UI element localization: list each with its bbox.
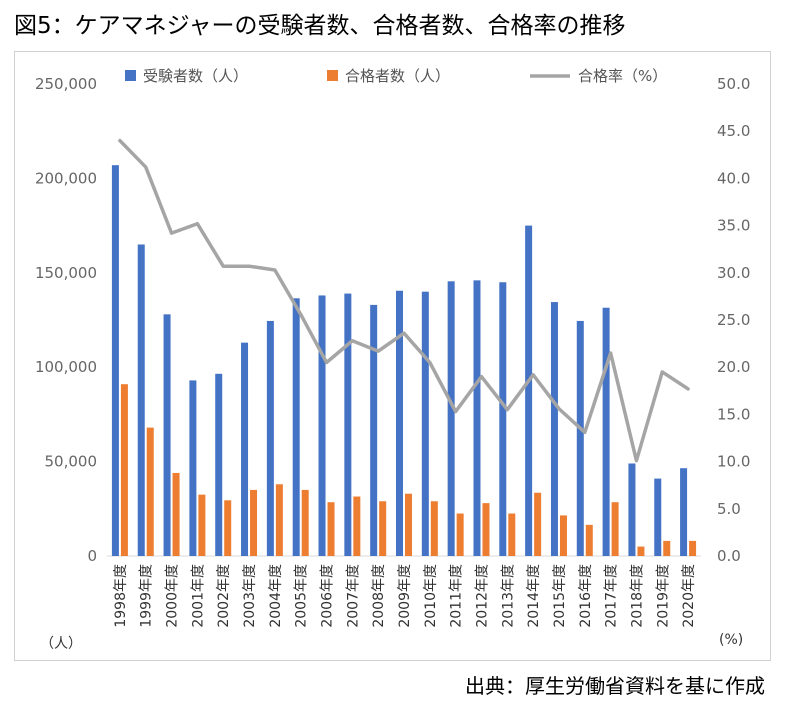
legend-label: 合格者数（人）: [345, 67, 450, 85]
x-tick-label: 2000年度: [165, 564, 181, 628]
y-left-tick-label: 150,000: [35, 264, 97, 282]
bar-passers: [327, 502, 335, 556]
y-left-tick-label: 100,000: [35, 358, 97, 376]
x-tick-label: 2016年度: [578, 564, 594, 628]
bar-passers: [275, 484, 283, 556]
x-tick-label: 2006年度: [320, 564, 336, 628]
bar-examinees: [318, 295, 326, 556]
bar-examinees: [525, 225, 533, 556]
bar-passers: [430, 501, 438, 556]
bar-examinees: [396, 290, 403, 556]
bar-examinees: [266, 320, 274, 556]
bar-examinees: [576, 320, 584, 556]
x-tick-label: 2019年度: [655, 564, 671, 628]
x-tick-label: 2010年度: [423, 564, 439, 628]
bar-examinees: [447, 281, 455, 556]
x-tick-label: 2009年度: [397, 564, 413, 628]
bar-examinees: [292, 298, 300, 556]
bar-examinees: [370, 304, 378, 556]
bar-examinees: [602, 307, 610, 556]
combo-chart: 0 50,000 100,000 150,000 200,000 250,000 0.0 5.…: [35, 67, 750, 652]
y-right-tick-label: 35.0: [717, 217, 750, 235]
bar-passers: [534, 492, 542, 556]
bar-passers: [482, 503, 490, 556]
y-right-tick-label: 45.0: [717, 122, 750, 140]
x-tick-label: 2008年度: [371, 564, 387, 628]
legend-label: 受験者数（人）: [143, 67, 248, 85]
y-right-tick-label: 0.0: [717, 547, 741, 565]
page-title: 図5：ケアマネジャーの受験者数、合格者数、合格率の推移: [14, 13, 626, 39]
x-tick-label: 1998年度: [113, 564, 129, 628]
y-right-tick-label: 5.0: [717, 500, 741, 518]
y-right-tick-label: 15.0: [717, 405, 750, 423]
bar-examinees: [680, 468, 688, 556]
legend-label: 合格率（%）: [578, 67, 667, 85]
bar-examinees: [215, 373, 223, 556]
legend-swatch: [125, 70, 136, 81]
bar-passers: [585, 524, 593, 556]
y-right-tick-label: 25.0: [717, 311, 750, 329]
y-left-tick-label: 50,000: [45, 453, 98, 471]
y-right-tick-label: 10.0: [717, 453, 750, 471]
bar-examinees: [111, 165, 119, 556]
bar-examinees: [344, 293, 352, 556]
y-left-unit-label: （人）: [40, 636, 82, 652]
x-tick-label: 2007年度: [345, 564, 361, 628]
bar-passers: [198, 494, 206, 556]
bar-passers: [508, 513, 516, 556]
bar-passers: [637, 546, 645, 556]
bar-passers: [301, 489, 309, 556]
bar-passers: [146, 427, 154, 556]
y-right-tick-label: 20.0: [717, 358, 750, 376]
bar-passers: [224, 500, 232, 556]
source-note: 出典：厚生労働省資料を基に作成: [465, 674, 765, 698]
legend-swatch: [327, 70, 338, 81]
x-tick-label: 2020年度: [681, 564, 697, 628]
bar-passers: [353, 496, 361, 556]
bar-passers: [689, 540, 697, 556]
x-tick-label: 2015年度: [552, 564, 568, 628]
x-tick-label: 2013年度: [500, 564, 516, 628]
bar-passers: [611, 502, 619, 556]
x-tick-label: 2001年度: [190, 564, 206, 628]
y-right-tick-label: 50.0: [717, 75, 750, 93]
x-tick-label: 2005年度: [294, 564, 310, 628]
x-tick-label: 2002年度: [216, 564, 232, 628]
y-left-tick-label: 200,000: [35, 169, 97, 187]
y-left-tick-label: 250,000: [35, 75, 97, 93]
bar-passers: [559, 515, 567, 556]
bar-passers: [405, 493, 412, 556]
chart-frame: 0 50,000 100,000 150,000 200,000 250,000 0.0 5.…: [14, 51, 771, 661]
bar-examinees: [421, 291, 429, 556]
bar-examinees: [654, 478, 662, 556]
x-tick-label: 2011年度: [449, 564, 465, 628]
bar-examinees: [189, 380, 197, 556]
bar-examinees: [163, 314, 171, 556]
x-tick-label: 2017年度: [604, 564, 620, 628]
bar-passers: [379, 501, 387, 556]
y-right-tick-label: 30.0: [717, 264, 750, 282]
bar-examinees: [241, 342, 249, 556]
x-tick-label: 2014年度: [526, 564, 542, 628]
bar-passers: [250, 489, 258, 556]
bar-examinees: [550, 302, 558, 556]
bar-passers: [172, 472, 180, 556]
x-tick-label: 2003年度: [242, 564, 258, 628]
y-right-tick-label: 40.0: [717, 169, 750, 187]
bar-examinees: [473, 280, 481, 556]
bar-examinees: [628, 463, 636, 556]
bar-passers: [663, 540, 671, 556]
bar-passers: [120, 384, 128, 556]
bar-passers: [456, 513, 464, 556]
x-tick-label: 2018年度: [629, 564, 645, 628]
pass-rate-line: [118, 138, 690, 463]
y-left-tick-label: 0: [87, 547, 97, 565]
x-tick-label: 2012年度: [474, 564, 490, 628]
y-right-unit-label: (%): [719, 632, 743, 648]
x-tick-label: 2004年度: [268, 564, 284, 628]
bar-examinees: [137, 244, 145, 557]
x-tick-label: 1999年度: [139, 564, 155, 628]
bar-examinees: [499, 282, 507, 556]
